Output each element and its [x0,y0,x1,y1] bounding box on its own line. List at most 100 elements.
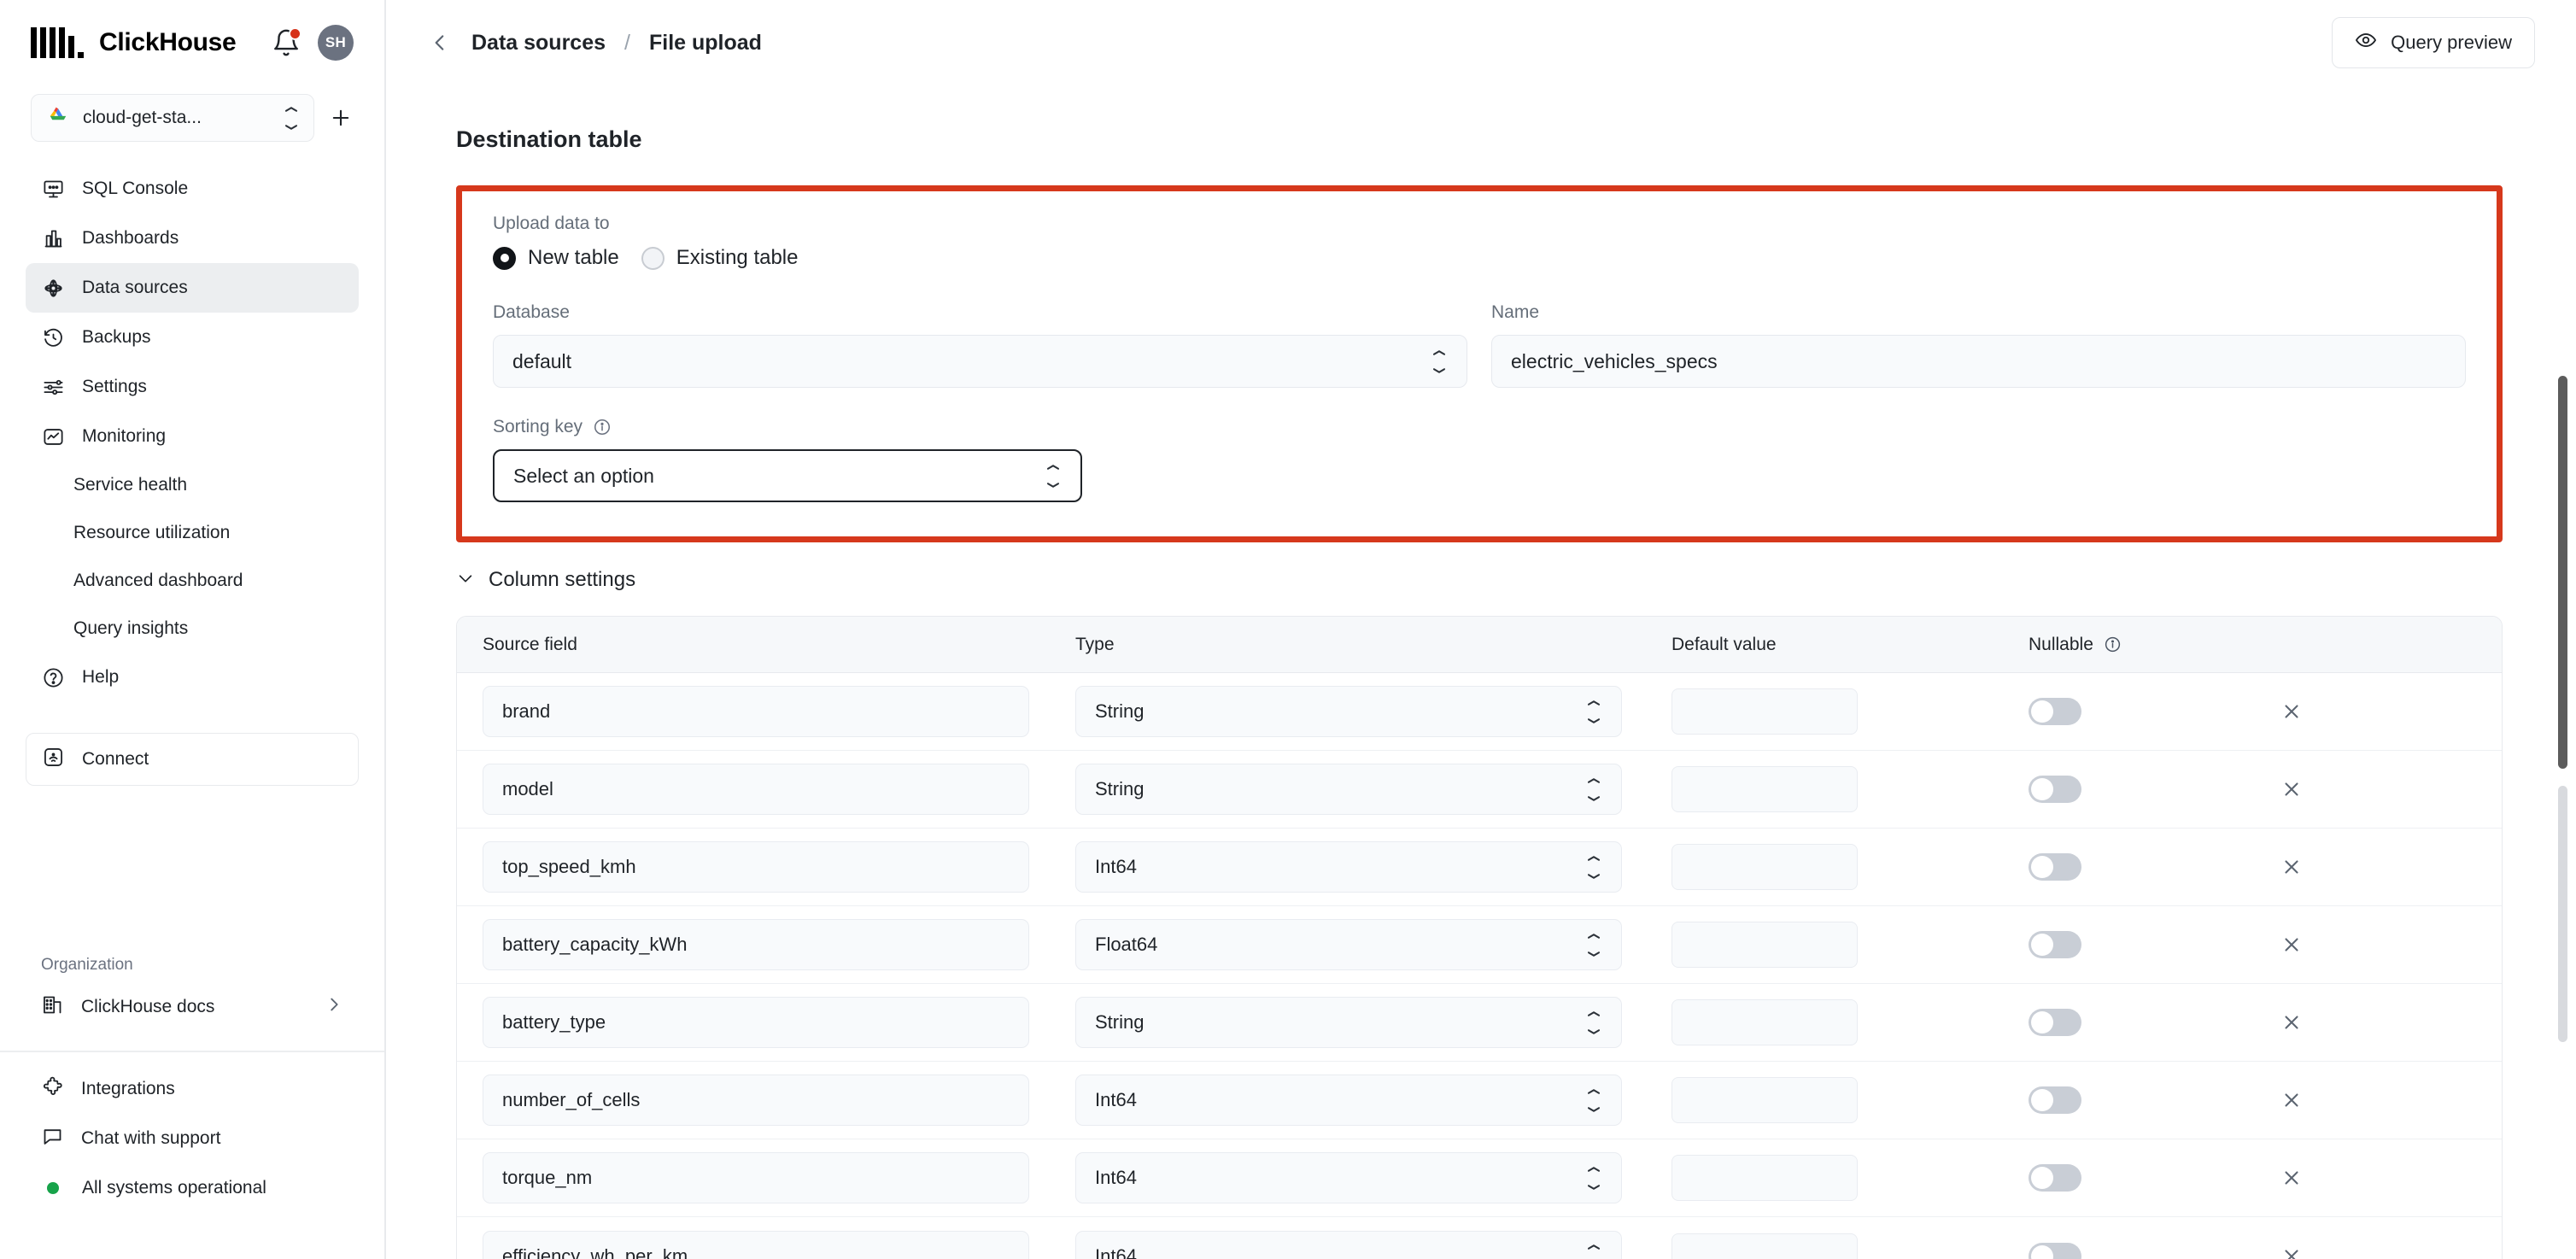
nullable-toggle[interactable] [2029,853,2081,881]
service-selector-row: cloud-get-sta... [0,85,384,142]
radio-new-table-label: New table [528,246,619,269]
column-settings-toggle[interactable]: Column settings [456,568,2503,592]
sidebar-item-integrations[interactable]: Integrations [26,1064,359,1114]
query-preview-label: Query preview [2391,32,2512,53]
remove-column-button[interactable] [2274,772,2309,806]
sidebar-item-help[interactable]: Help [26,653,359,702]
source-field-input[interactable]: battery_capacity_kWh [483,919,1029,970]
source-field-input[interactable]: top_speed_kmh [483,841,1029,893]
type-select[interactable]: String [1075,686,1622,737]
remove-column-button[interactable] [2274,1239,2309,1259]
nullable-toggle[interactable] [2029,931,2081,958]
sidebar-item-dashboards[interactable]: Dashboards [26,214,359,263]
sidebar-header-actions: SH [272,25,354,61]
type-select[interactable]: String [1075,764,1622,815]
page-scrollbar-thumb[interactable] [2558,376,2567,769]
default-value-input[interactable] [1671,844,1858,890]
header-source-field: Source field [483,634,577,654]
remove-column-button[interactable] [2274,850,2309,884]
remove-column-button[interactable] [2274,1083,2309,1117]
cell-type: Int64 [1055,1230,1653,1259]
source-field-input[interactable]: model [483,764,1029,815]
type-select[interactable]: Int64 [1075,1230,1622,1259]
remove-column-button[interactable] [2274,1161,2309,1195]
default-value-input[interactable] [1671,1233,1858,1259]
chevron-updown-icon [1585,777,1602,801]
cell-nullable [2011,776,2268,803]
source-field-input[interactable]: efficiency_wh_per_km [483,1230,1029,1259]
type-select[interactable]: String [1075,997,1622,1048]
default-value-input[interactable] [1671,688,1858,735]
sidebar-item-service-health[interactable]: Service health [26,461,359,509]
type-select[interactable]: Int64 [1075,841,1622,893]
nullable-toggle[interactable] [2029,1086,2081,1114]
nullable-toggle[interactable] [2029,1242,2081,1259]
chat-icon [41,1125,64,1153]
source-field-input[interactable]: torque_nm [483,1152,1029,1203]
radio-existing-table[interactable]: Existing table [641,246,798,270]
nullable-toggle[interactable] [2029,1164,2081,1192]
sidebar-item-label: Dashboards [82,228,179,248]
sidebar-nav: SQL Console Dashboards [0,142,384,702]
remove-column-button[interactable] [2274,1005,2309,1039]
add-service-button[interactable] [323,100,359,136]
sidebar-item-query-insights[interactable]: Query insights [26,605,359,653]
table-row: battery_type String [457,984,2502,1062]
default-value-input[interactable] [1671,766,1858,812]
sidebar-item-data-sources[interactable]: Data sources [26,263,359,313]
table-name-input[interactable]: electric_vehicles_specs [1491,335,2466,388]
default-value-input[interactable] [1671,922,1858,968]
breadcrumb-parent[interactable]: Data sources [471,30,606,55]
sidebar-item-chat-with-support[interactable]: Chat with support [26,1114,359,1163]
sorting-key-select[interactable]: Select an option [493,449,1082,502]
help-circle-icon [41,665,65,689]
sidebar-item-clickhouse-docs[interactable]: ClickHouse docs [26,982,359,1032]
nullable-toggle[interactable] [2029,776,2081,803]
table-row: brand String [457,673,2502,751]
sidebar-item-system-status[interactable]: All systems operational [26,1163,359,1213]
chevron-left-icon[interactable] [427,30,453,56]
cell-source-field: efficiency_wh_per_km [457,1230,1055,1259]
info-icon[interactable] [593,418,612,436]
destination-table-panel: Upload data to New table Existing table [456,185,2503,542]
sidebar-item-monitoring[interactable]: Monitoring [26,412,359,461]
header-type: Type [1075,634,1115,654]
page-scrollbar-track[interactable] [2558,786,2567,1042]
sidebar-item-backups[interactable]: Backups [26,313,359,362]
type-select[interactable]: Int64 [1075,1075,1622,1126]
sidebar-item-sql-console[interactable]: SQL Console [26,164,359,214]
info-icon[interactable] [2104,635,2122,654]
source-field-input[interactable]: brand [483,686,1029,737]
sidebar-item-label: Chat with support [81,1128,221,1148]
default-value-input[interactable] [1671,1077,1858,1123]
radio-existing-table-indicator [641,246,664,270]
default-value-input[interactable] [1671,1155,1858,1201]
avatar[interactable]: SH [318,25,354,61]
type-select[interactable]: Float64 [1075,919,1622,970]
nullable-toggle[interactable] [2029,698,2081,725]
radio-new-table[interactable]: New table [493,246,619,270]
type-select[interactable]: Int64 [1075,1152,1622,1203]
source-field-input[interactable]: number_of_cells [483,1075,1029,1126]
default-value-input[interactable] [1671,999,1858,1045]
breadcrumb-separator: / [624,30,630,55]
sidebar-item-label: Settings [82,377,147,396]
query-preview-button[interactable]: Query preview [2332,17,2535,68]
organization-label: Organization [41,956,133,974]
sidebar-item-label: Backups [82,327,151,347]
nullable-toggle[interactable] [2029,1009,2081,1036]
chevron-updown-icon [1045,464,1062,488]
chevron-updown-icon [1585,1010,1602,1034]
sidebar-item-advanced-dashboard[interactable]: Advanced dashboard [26,557,359,605]
sidebar-item-resource-utilization[interactable]: Resource utilization [26,509,359,557]
source-field-input[interactable]: battery_type [483,997,1029,1048]
sidebar-item-settings[interactable]: Settings [26,362,359,412]
connect-button[interactable]: Connect [26,733,359,786]
notifications-bell-icon[interactable] [272,27,302,57]
remove-column-button[interactable] [2274,694,2309,729]
database-select[interactable]: default [493,335,1467,388]
service-selector[interactable]: cloud-get-sta... [31,94,314,142]
cell-default-value [1653,1155,2011,1201]
brand[interactable]: ClickHouse [31,27,237,58]
remove-column-button[interactable] [2274,928,2309,962]
